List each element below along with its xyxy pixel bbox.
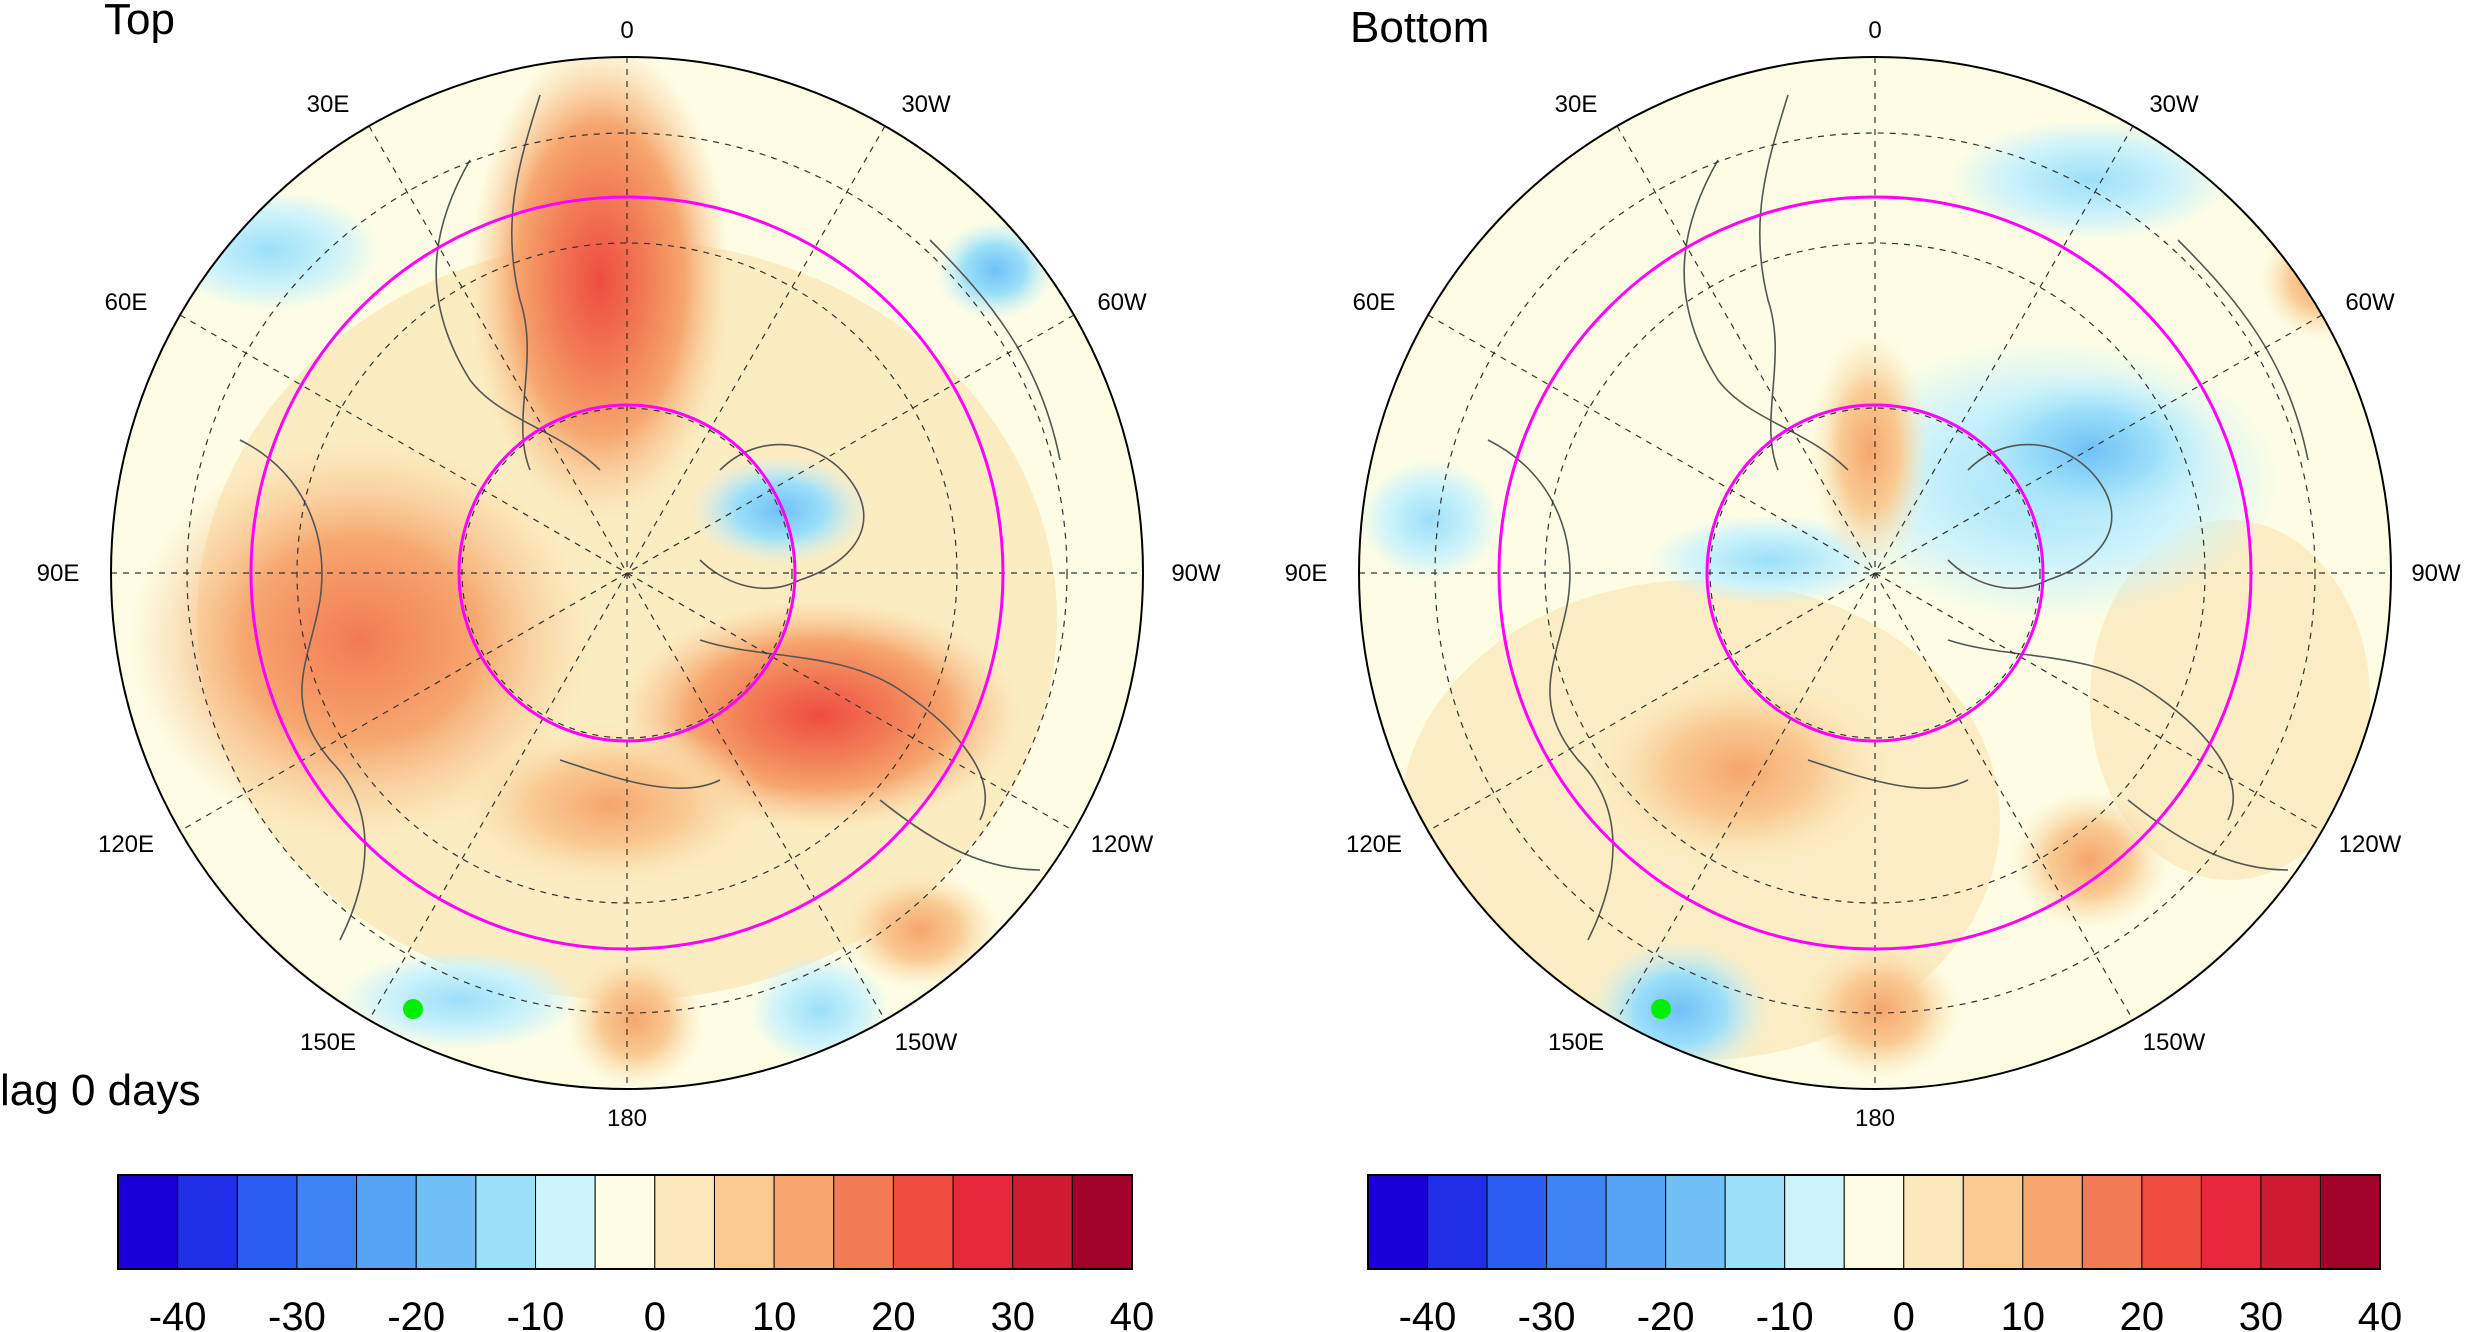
lon-label-180: 180 — [1855, 1105, 1895, 1132]
lon-label-180: 180 — [607, 1105, 647, 1132]
colorbar-swatch — [1427, 1174, 1488, 1270]
colorbar-swatch — [475, 1174, 537, 1270]
colorbar-tick-label: -20 — [387, 1295, 445, 1332]
colorbar-swatch — [773, 1174, 835, 1270]
colorbar-swatch — [654, 1174, 715, 1270]
colorbar-swatch — [2200, 1174, 2262, 1270]
colorbar-swatch — [2319, 1174, 2381, 1270]
colorbar-swatch — [177, 1174, 238, 1270]
anomaly-field — [111, 57, 1143, 1089]
lon-label-150e: 150E — [300, 1029, 356, 1056]
reference-circles — [1497, 195, 2253, 951]
lon-label-0: 0 — [620, 17, 633, 44]
colorbar-left: -40 -30 -20 -10 0 10 20 30 40 — [117, 1174, 1155, 1332]
colorbar-swatch — [1546, 1174, 1607, 1270]
panel-bottom: Bottom — [1285, 3, 2461, 1132]
colorbar-swatch — [296, 1174, 358, 1270]
lag-label: lag 0 days — [0, 1066, 201, 1115]
lon-label-60e: 60E — [105, 289, 148, 316]
colorbar-tick-label: 30 — [2239, 1295, 2284, 1332]
colorbar-swatch — [1903, 1174, 1964, 1270]
colorbar-swatch — [1962, 1174, 2024, 1270]
panel-title: Top — [104, 0, 175, 44]
location-marker — [1651, 999, 1671, 1019]
lon-label-90e: 90E — [37, 560, 80, 587]
lon-label-120e: 120E — [98, 831, 154, 858]
lon-label-120w: 120W — [1091, 831, 1154, 858]
colorbar-swatch — [833, 1174, 894, 1270]
lon-label-30e: 30E — [307, 91, 350, 118]
colorbar-swatch — [594, 1174, 656, 1270]
colorbar-tick-label: -10 — [507, 1295, 565, 1332]
graticule — [1359, 57, 2391, 1089]
lon-label-150w: 150W — [2143, 1029, 2206, 1056]
location-marker — [403, 999, 423, 1019]
map-boundary — [110, 56, 1144, 1090]
graticule — [111, 57, 1143, 1089]
colorbar-swatch — [415, 1174, 477, 1270]
colorbar-tick-label: -40 — [1399, 1295, 1457, 1332]
colorbar-tick-label: 0 — [1893, 1295, 1915, 1332]
panel-title: Bottom — [1350, 3, 1489, 52]
coastlines — [239, 94, 1061, 941]
colorbar-swatch — [2260, 1174, 2321, 1270]
colorbar-outline — [117, 1174, 1133, 1270]
colorbar-tick-label: 20 — [871, 1295, 916, 1332]
lon-label-30w: 30W — [2149, 91, 2199, 118]
longitude-labels: 0 30W 60W 90W 120W 150W 180 150E 120E 90… — [37, 17, 1221, 1132]
colorbar-tick-label: -10 — [1756, 1295, 1814, 1332]
colorbar-swatch — [2081, 1174, 2143, 1270]
lon-label-90e: 90E — [1285, 560, 1328, 587]
colorbar-tick-label: -40 — [149, 1295, 207, 1332]
colorbar-swatch — [236, 1174, 298, 1270]
longitude-labels: 0 30W 60W 90W 120W 150W 180 150E 120E 90… — [1285, 17, 2461, 1132]
colorbar-tick-label: 0 — [644, 1295, 666, 1332]
colorbar-swatch — [1367, 1174, 1429, 1270]
panel-top: Top — [37, 0, 1221, 1132]
lon-label-30w: 30W — [901, 91, 951, 118]
lon-label-150w: 150W — [895, 1029, 958, 1056]
lon-label-30e: 30E — [1555, 91, 1598, 118]
colorbar-swatch — [1012, 1174, 1073, 1270]
colorbar-swatch — [1071, 1174, 1133, 1270]
colorbar-swatch — [1784, 1174, 1845, 1270]
colorbar-tick-label: 10 — [2001, 1295, 2046, 1332]
colorbar-swatch — [2022, 1174, 2083, 1270]
colorbar-tick-label: -20 — [1637, 1295, 1695, 1332]
colorbar-swatch — [713, 1174, 775, 1270]
colorbar-swatch — [1843, 1174, 1905, 1270]
colorbar-swatch — [117, 1174, 179, 1270]
colorbar-tick-label: -30 — [1518, 1295, 1576, 1332]
colorbar-tick-label: 40 — [1110, 1295, 1155, 1332]
colorbar-swatch — [1605, 1174, 1667, 1270]
colorbar-swatch — [1665, 1174, 1726, 1270]
colorbar-swatch — [1486, 1174, 1548, 1270]
colorbar-tick-label: 20 — [2120, 1295, 2165, 1332]
lon-label-150e: 150E — [1548, 1029, 1604, 1056]
lon-label-0: 0 — [1868, 17, 1881, 44]
colorbar-tick-label: 10 — [752, 1295, 797, 1332]
lon-label-60w: 60W — [1097, 289, 1147, 316]
lon-label-120e: 120E — [1346, 831, 1402, 858]
reference-circles — [249, 195, 1005, 951]
lon-label-60e: 60E — [1353, 289, 1396, 316]
lon-label-120w: 120W — [2339, 831, 2402, 858]
colorbar-swatch — [892, 1174, 954, 1270]
colorbar-swatch — [535, 1174, 596, 1270]
colorbar-swatch — [952, 1174, 1014, 1270]
colorbar-tick-label: 30 — [990, 1295, 1035, 1332]
colorbar-swatch — [2141, 1174, 2202, 1270]
lon-label-90w: 90W — [1171, 560, 1221, 587]
colorbar-tick-label: -30 — [268, 1295, 326, 1332]
colorbar-swatch — [356, 1174, 417, 1270]
lon-label-60w: 60W — [2345, 289, 2395, 316]
colorbar-tick-label: 40 — [2358, 1295, 2403, 1332]
coastlines — [1487, 94, 2309, 941]
map-boundary — [1358, 56, 2392, 1090]
colorbar-swatch — [1724, 1174, 1786, 1270]
lon-label-90w: 90W — [2411, 560, 2461, 587]
colorbar-right: -40 -30 -20 -10 0 10 20 30 40 — [1367, 1174, 2403, 1332]
colorbar-outline — [1367, 1174, 2381, 1270]
